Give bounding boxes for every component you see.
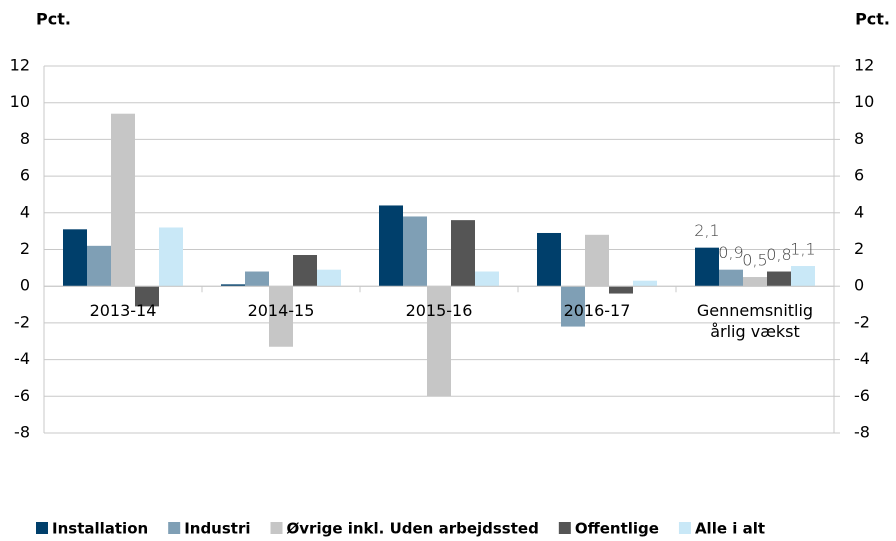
data-label: 0,8 (766, 245, 791, 264)
x-tick-label: 2016-17 (563, 301, 631, 321)
bar (609, 286, 633, 294)
x-tick-label: 2013-14 (89, 301, 157, 321)
y2-tick-label: -8 (854, 423, 870, 442)
bar (63, 229, 87, 287)
bar (475, 271, 499, 287)
bar (695, 247, 719, 287)
y-tick-label: 6 (20, 166, 30, 185)
y2-tick-label: -4 (854, 349, 870, 368)
y2-tick-label: 2 (854, 239, 864, 258)
bar (111, 113, 135, 287)
legend-label: Installation (52, 520, 148, 538)
bar (245, 271, 269, 287)
bar (159, 227, 183, 287)
data-label: 0,5 (742, 251, 767, 270)
data-label: 2,1 (694, 221, 719, 240)
legend-label: Offentlige (575, 520, 659, 538)
bar (767, 271, 791, 287)
y2-axis-title: Pct. (855, 10, 890, 29)
legend-swatch (36, 522, 48, 534)
y-tick-label: 8 (20, 129, 30, 148)
y2-tick-label: -2 (854, 312, 870, 331)
y-tick-label: 2 (20, 239, 30, 258)
bar (379, 205, 403, 287)
legend-swatch (558, 522, 571, 534)
bar (585, 234, 609, 287)
x-tick-label: 2015-16 (405, 301, 473, 321)
y-tick-label: -4 (14, 349, 30, 368)
y2-tick-label: -6 (854, 386, 870, 405)
y2-tick-label: 8 (854, 129, 864, 148)
legend-label: Alle i alt (695, 520, 765, 538)
bar (317, 269, 341, 287)
bar (719, 269, 743, 287)
bar (791, 266, 815, 287)
bar (537, 232, 561, 287)
y2-tick-label: 12 (854, 56, 874, 75)
x-tick-label: Gennemsnitlig årlig vækst (696, 301, 814, 342)
y-tick-label: -8 (14, 423, 30, 442)
bar (221, 284, 245, 287)
bar (135, 286, 159, 307)
bar (451, 220, 475, 287)
y2-tick-label: 0 (854, 276, 864, 295)
data-label: 1,1 (790, 240, 815, 259)
y-tick-label: 4 (20, 202, 30, 221)
y2-tick-label: 10 (854, 92, 874, 111)
legend-label: Industri (184, 520, 250, 538)
bar (561, 286, 585, 327)
bar (427, 286, 451, 397)
y-tick-label: -2 (14, 312, 30, 331)
bar (403, 216, 427, 287)
y-tick-label: 12 (10, 56, 30, 75)
x-tick-label: 2014-15 (247, 301, 315, 321)
y2-tick-label: 4 (854, 202, 864, 221)
y-tick-label: -6 (14, 386, 30, 405)
bar (269, 286, 293, 347)
y2-tick-label: 6 (854, 166, 864, 185)
bar (293, 255, 317, 287)
y-tick-label: 0 (20, 276, 30, 295)
legend-swatch (270, 522, 283, 534)
bar (87, 245, 111, 287)
legend-swatch (168, 522, 181, 534)
y-tick-label: 10 (10, 92, 30, 111)
bar (633, 280, 657, 287)
data-label: 0,9 (718, 243, 743, 262)
legend-swatch (678, 522, 691, 534)
legend-label: Øvrige inkl. Uden arbejdssted (287, 520, 539, 538)
y-axis-title: Pct. (36, 10, 71, 29)
bar (743, 277, 767, 287)
